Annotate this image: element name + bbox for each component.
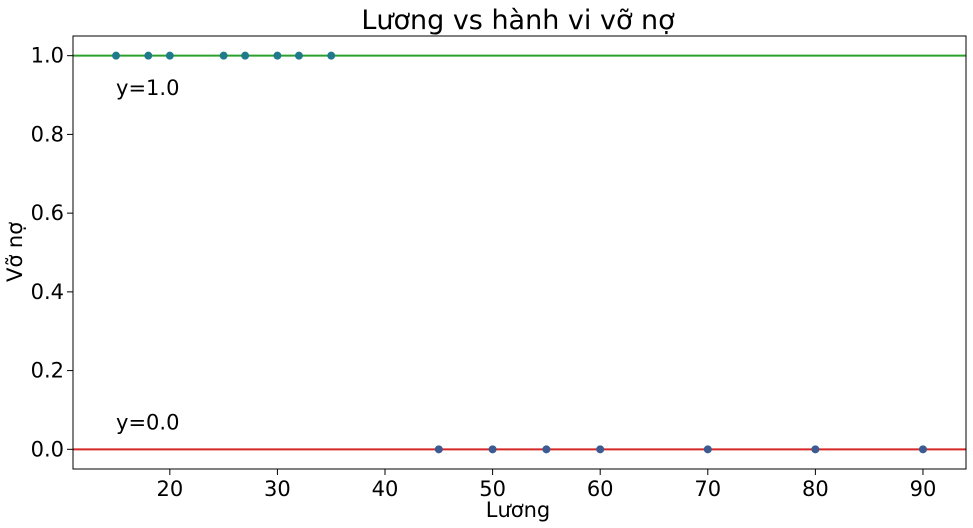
data-point-4 (241, 51, 250, 60)
data-point-10 (542, 445, 551, 454)
reference-lines (73, 54, 966, 451)
annotations: y=1.0 y=0.0 (116, 76, 179, 435)
x-tick-label-4: 60 (587, 477, 614, 501)
x-axis-ticks: 20 30 40 50 60 70 80 90 (156, 469, 936, 501)
y-axis-label: Vỡ nợ (3, 222, 27, 282)
data-point-11 (596, 445, 605, 454)
x-tick-label-6: 80 (802, 477, 829, 501)
data-point-8 (434, 445, 443, 454)
y-tick-label-3: 0.6 (31, 201, 64, 225)
y-tick-label-5: 1.0 (31, 44, 64, 68)
data-point-1 (144, 51, 153, 60)
annotation-1: y=0.0 (116, 411, 179, 435)
data-point-2 (165, 51, 174, 60)
y-tick-label-0: 0.0 (31, 437, 64, 461)
x-tick-label-1: 30 (264, 477, 291, 501)
data-point-0 (112, 51, 121, 60)
annotation-0: y=1.0 (116, 76, 179, 100)
data-point-13 (811, 445, 820, 454)
data-points (112, 51, 927, 454)
data-point-3 (219, 51, 228, 60)
x-tick-label-5: 70 (694, 477, 721, 501)
data-point-9 (488, 445, 497, 454)
x-tick-label-0: 20 (156, 477, 183, 501)
y-tick-label-1: 0.2 (31, 359, 64, 383)
data-point-7 (327, 51, 336, 60)
x-tick-label-7: 90 (910, 477, 937, 501)
x-tick-label-3: 50 (479, 477, 506, 501)
chart-title: Lương vs hành vi vỡ nợ (361, 5, 675, 36)
data-point-5 (273, 51, 282, 60)
x-tick-label-2: 40 (372, 477, 399, 501)
y-tick-label-4: 0.8 (31, 122, 64, 146)
data-point-12 (703, 445, 712, 454)
plot-area-frame (72, 35, 967, 470)
data-point-14 (918, 445, 927, 454)
y-tick-label-2: 0.4 (31, 280, 64, 304)
x-axis-label: Lương (486, 498, 551, 522)
data-point-6 (294, 51, 303, 60)
y-axis-ticks: 0.0 0.2 0.4 0.6 0.8 1.0 (31, 44, 73, 461)
